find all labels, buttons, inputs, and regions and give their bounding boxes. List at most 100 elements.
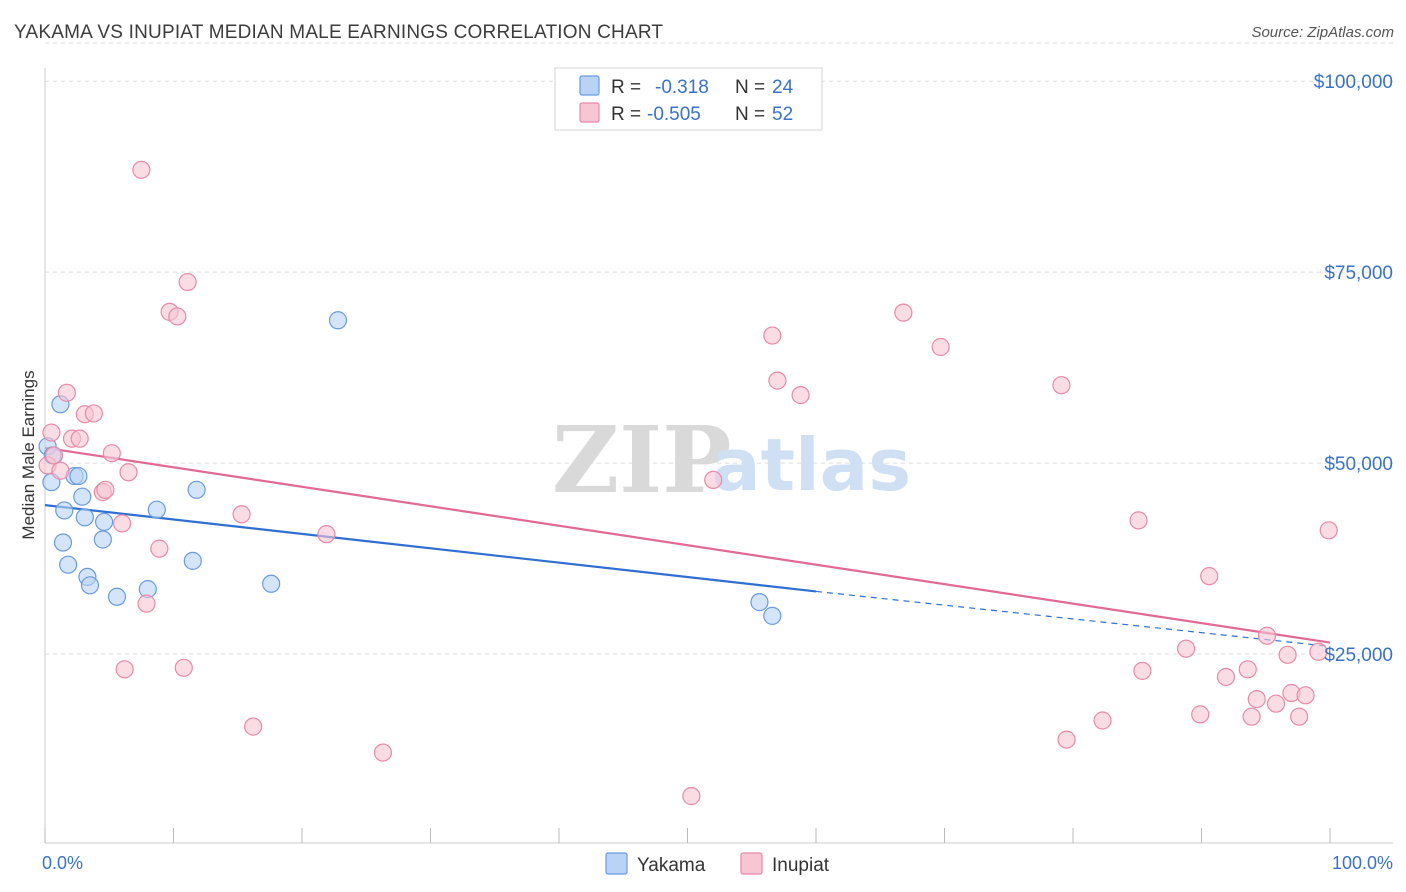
x-tick-labels: 0.0% 100.0% — [42, 853, 1393, 873]
x-tick-label-max: 100.0% — [1332, 853, 1393, 873]
watermark-zip: ZIP — [552, 406, 731, 514]
y-tick-labels: $25,000 $50,000 $75,000 $100,000 — [1314, 72, 1393, 666]
point-inupiat[interactable] — [763, 326, 782, 345]
legend-n-label-yakama: N = — [735, 77, 765, 98]
point-inupiat[interactable] — [119, 463, 138, 482]
point-inupiat[interactable] — [682, 787, 701, 806]
point-yakama[interactable] — [75, 508, 94, 527]
point-yakama[interactable] — [53, 533, 73, 552]
point-inupiat[interactable] — [168, 307, 187, 326]
point-inupiat[interactable] — [57, 383, 76, 402]
point-yakama[interactable] — [763, 606, 782, 625]
point-inupiat[interactable] — [44, 446, 64, 465]
point-yakama[interactable] — [80, 576, 100, 595]
trend-line-yakama — [44, 504, 817, 593]
point-inupiat[interactable] — [768, 371, 787, 390]
point-inupiat[interactable] — [1247, 690, 1266, 709]
series-legend-label-yakama[interactable]: Yakama — [637, 855, 706, 876]
point-yakama[interactable] — [69, 466, 88, 486]
legend-n-label-inupiat: N = — [735, 104, 765, 125]
point-inupiat[interactable] — [1052, 376, 1071, 395]
point-inupiat[interactable] — [1296, 686, 1315, 705]
gridlines — [45, 42, 1393, 655]
point-yakama[interactable] — [95, 512, 114, 532]
point-inupiat[interactable] — [1200, 567, 1219, 586]
point-yakama[interactable] — [262, 574, 281, 593]
point-inupiat[interactable] — [1129, 511, 1148, 530]
legend-swatch-yakama — [579, 75, 600, 96]
point-inupiat[interactable] — [791, 386, 810, 405]
point-inupiat[interactable] — [112, 514, 132, 533]
point-inupiat[interactable] — [178, 272, 197, 292]
point-inupiat[interactable] — [51, 461, 70, 480]
point-inupiat[interactable] — [1216, 667, 1236, 687]
point-inupiat[interactable] — [244, 717, 263, 736]
y-tick-label: $25,000 — [1324, 645, 1393, 666]
legend-r-label-inupiat: R = — [611, 104, 641, 125]
point-yakama[interactable] — [183, 551, 202, 570]
point-inupiat[interactable] — [894, 303, 913, 322]
point-inupiat[interactable] — [174, 658, 193, 677]
point-inupiat[interactable] — [373, 743, 393, 762]
point-yakama[interactable] — [750, 593, 769, 612]
series-legend-swatch-yakama[interactable] — [605, 852, 628, 875]
chart-title: YAKAMA VS INUPIAT MEDIAN MALE EARNINGS C… — [14, 22, 664, 43]
point-inupiat[interactable] — [1266, 694, 1286, 713]
series-legend-swatch-inupiat[interactable] — [740, 852, 763, 875]
trend-line-inupiat — [44, 446, 1331, 644]
point-inupiat[interactable] — [137, 594, 156, 613]
correlation-legend: R = -0.318 N = 24 R = -0.505 N = 52 — [554, 67, 823, 131]
point-yakama[interactable] — [107, 587, 127, 606]
point-inupiat[interactable] — [96, 480, 115, 499]
watermark-atlas: atlas — [712, 423, 911, 507]
source-label: Source: ZipAtlas.com — [1251, 24, 1394, 41]
point-inupiat[interactable] — [1191, 705, 1210, 724]
data-points — [38, 160, 1338, 806]
point-inupiat[interactable] — [1238, 660, 1257, 679]
point-inupiat[interactable] — [115, 660, 134, 679]
point-yakama[interactable] — [187, 480, 206, 499]
point-inupiat[interactable] — [132, 160, 151, 179]
legend-n-value-yakama: 24 — [772, 77, 794, 98]
legend-swatch-inupiat — [579, 102, 600, 123]
point-yakama[interactable] — [73, 487, 92, 506]
point-yakama[interactable] — [59, 555, 78, 574]
point-inupiat[interactable] — [1309, 642, 1328, 661]
point-inupiat[interactable] — [1133, 661, 1152, 680]
point-inupiat[interactable] — [150, 539, 169, 558]
series-legend-label-inupiat[interactable]: Inupiat — [772, 855, 830, 876]
point-inupiat[interactable] — [42, 423, 61, 442]
point-inupiat[interactable] — [1278, 645, 1297, 664]
point-yakama[interactable] — [55, 501, 74, 520]
legend-r-label-yakama: R = — [611, 77, 641, 98]
point-inupiat[interactable] — [1176, 639, 1196, 658]
point-inupiat[interactable] — [232, 505, 251, 524]
legend-r-value-yakama: -0.318 — [655, 77, 709, 98]
trend-lines — [44, 446, 1331, 648]
series-legend: Yakama Inupiat — [605, 852, 830, 876]
y-axis-label: Median Male Earnings — [19, 370, 38, 539]
point-inupiat[interactable] — [1057, 730, 1076, 749]
point-inupiat[interactable] — [1093, 711, 1112, 730]
watermark: ZIP atlas — [552, 406, 911, 514]
point-inupiat[interactable] — [1319, 521, 1338, 540]
point-inupiat[interactable] — [102, 444, 121, 463]
point-inupiat[interactable] — [704, 470, 723, 490]
point-inupiat[interactable] — [317, 525, 336, 544]
trend-line-extension-yakama — [815, 590, 1331, 648]
point-inupiat[interactable] — [1242, 707, 1261, 726]
point-inupiat[interactable] — [1290, 707, 1309, 726]
point-yakama[interactable] — [93, 530, 112, 549]
x-tick-label-min: 0.0% — [42, 853, 83, 873]
point-yakama[interactable] — [147, 500, 166, 519]
y-tick-label: $100,000 — [1314, 72, 1393, 93]
point-inupiat[interactable] — [1257, 626, 1277, 645]
point-inupiat[interactable] — [931, 337, 950, 357]
y-tick-label: $50,000 — [1324, 454, 1393, 475]
y-tick-label: $75,000 — [1324, 263, 1393, 284]
legend-n-value-inupiat: 52 — [772, 104, 793, 125]
point-inupiat[interactable] — [70, 429, 89, 448]
point-yakama[interactable] — [328, 311, 348, 330]
point-inupiat[interactable] — [84, 404, 103, 423]
